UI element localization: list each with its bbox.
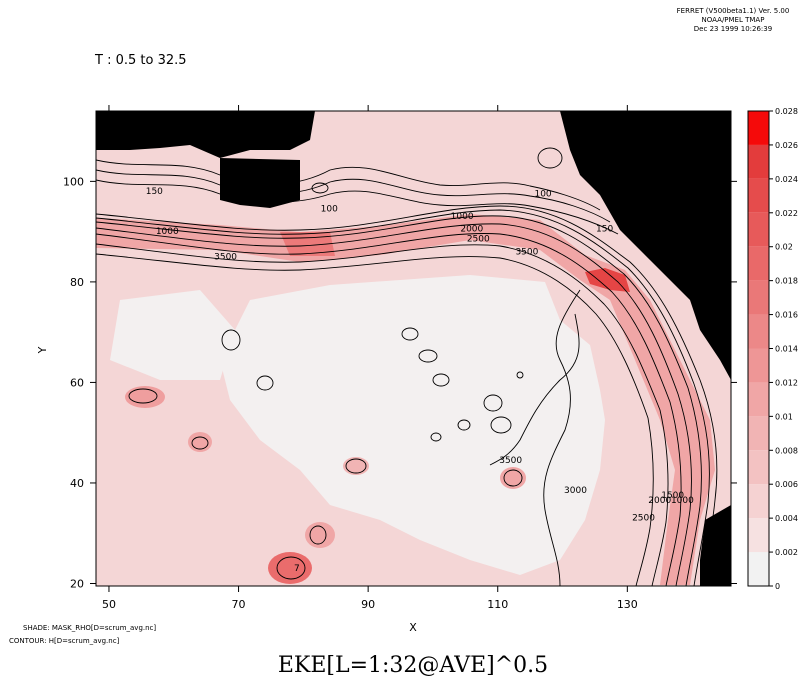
colorbar-cell [748,416,769,451]
x-tick-label: 70 [232,598,246,611]
plot-frame [95,110,732,587]
contour-label: 150 [146,187,163,197]
colorbar-cell [748,518,769,553]
contour-label: 1000 [451,212,474,222]
colorbar-label: 0.024 [775,175,798,184]
colorbar-label: 0.014 [775,345,798,354]
contour-label: 2000 [648,496,671,506]
header-line-2: NOAA/PMEL TMAP [702,16,765,24]
contour-label: 3500 [515,247,538,257]
y-axis-label: Y [36,346,49,354]
land-mask [96,111,315,158]
colorbar-cell [748,382,769,417]
land-mask [390,111,731,380]
colorbar-cell [748,178,769,213]
plot-area: 1501001001501000100020002500350035003500… [36,105,737,634]
low-eke-region-2 [110,290,235,380]
colorbar-label: 0.028 [775,107,798,116]
eddy-patch [125,386,165,408]
contour-label: 1000 [671,496,694,506]
colorbar-label: 0.018 [775,277,798,286]
contour-label: 150 [596,225,613,235]
chart-title: EKE[L=1:32@AVE]^0.5 [278,653,548,678]
x-tick-label: 50 [102,598,116,611]
contour-label: 1500 [661,491,684,501]
colorbar-cell [748,450,769,485]
x-axis-label: X [409,621,417,634]
colorbar-label: 0.008 [775,446,798,455]
colorbar-cell [748,280,769,315]
colorbar-label: 0.02 [775,243,793,252]
colorbar-label: 0 [775,582,780,591]
x-tick-label: 130 [617,598,638,611]
contour-label: 2500 [467,235,490,245]
colorbar-cell [748,111,769,145]
y-tick-label: 60 [70,376,84,389]
contour-label: 100 [534,189,551,199]
colorbar-cell [748,246,769,281]
time-range-label: T : 0.5 to 32.5 [94,53,187,68]
colorbar-label: 0.016 [775,311,798,320]
y-tick-label: 100 [63,175,84,188]
contour-label: 7 [294,564,300,574]
contour-label: 1000 [156,227,179,237]
land-mask [220,158,300,208]
y-tick-label: 80 [70,276,84,289]
contour-label: 3500 [214,252,237,262]
contour-label: 2000 [460,225,483,235]
contour-labels: 1501001001501000100020002500350035003500… [146,187,694,574]
x-axis-ticks: 50 70 90 110 130 [102,105,638,611]
y-tick-label: 40 [70,477,84,490]
colorbar-cell [748,144,769,179]
colorbar-label: 0.004 [775,514,798,523]
header-line-3: Dec 23 1999 10:26:39 [694,25,772,33]
eddy-patch [343,457,369,475]
shade-note: SHADE: MASK_RHO[D=scrum_avg.nc] [23,624,156,632]
x-tick-label: 90 [361,598,375,611]
header-line-1: FERRET (V500beta1.1) Ver. 5.00 [677,7,790,15]
contour-note: CONTOUR: H[D=scrum_avg.nc] [9,637,120,645]
colorbar-cell [748,484,769,519]
colorbar-label: 0.01 [775,412,793,421]
y-axis-ticks: 20 40 60 80 100 [63,175,737,590]
x-tick-label: 110 [487,598,508,611]
colorbar-label: 0.022 [775,209,798,218]
colorbar-label: 0.012 [775,378,798,387]
colorbar-cell [748,212,769,247]
colorbar: 0 0.002 0.004 0.006 0.008 0.01 0.012 0.014 0.016… [747,107,798,591]
contour-label: 100 [321,205,338,215]
colorbar-label: 0.002 [775,548,798,557]
contour-label: 2500 [632,514,655,524]
colorbar-cell [748,348,769,383]
colorbar-cell [748,314,769,349]
low-eke-region [220,275,605,575]
land-mask [700,505,731,586]
land-mask [560,111,731,125]
contour-lines [96,147,718,586]
colorbar-cell [748,552,769,586]
colorbar-label: 0.026 [775,141,798,150]
colorbar-label: 0.006 [775,480,798,489]
slope-band-peak [585,268,630,292]
contour-label: 3000 [564,486,587,496]
contour-label: 3500 [499,456,522,466]
y-tick-label: 20 [70,577,84,590]
